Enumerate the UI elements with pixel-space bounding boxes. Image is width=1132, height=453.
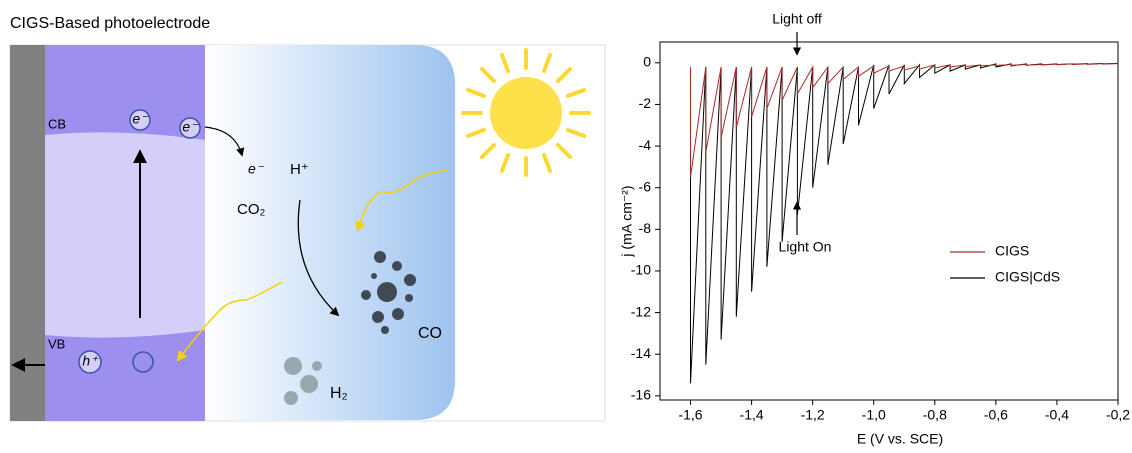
x-tick-label: -0,2 (1106, 407, 1130, 423)
y-tick-label: -2 (639, 95, 652, 111)
h2-label: H₂ (330, 385, 348, 402)
diagram-title: CIGS-Based photoelectrode (10, 15, 210, 32)
vb-label: VB (48, 336, 65, 351)
chart: E (V vs. SCE) j (mA cm⁻²) -1,6 -1,4 -1,2 -1… (619, 11, 1131, 447)
co-label: CO (418, 325, 442, 342)
x-tick-label: -0,4 (1045, 407, 1069, 423)
y-tick-label: -14 (631, 345, 651, 361)
legend-label: CIGS|CdS (995, 269, 1060, 285)
diagram: CIGS-Based photoelectrode CB VB e⁻ e⁻ h⁺… (10, 15, 605, 421)
figure: CIGS-Based photoelectrode CB VB e⁻ e⁻ h⁺… (0, 0, 1132, 453)
y-tick-label: -12 (631, 303, 651, 319)
hole-label: h⁺ (82, 353, 99, 369)
x-tick-label: -1,6 (678, 407, 702, 423)
co2: CO₂ (237, 201, 266, 218)
plot-frame (660, 42, 1118, 400)
y-tick-label: 0 (643, 54, 651, 70)
annotation: Light On (779, 239, 832, 255)
data-line (691, 63, 1119, 383)
y-tick-label: -10 (631, 262, 651, 278)
y-tick-label: -6 (639, 178, 652, 194)
x-tick-label: -1,0 (862, 407, 886, 423)
x-tick-label: -0,8 (923, 407, 947, 423)
x-tick-label: -0,6 (984, 407, 1008, 423)
electron-label: e⁻ (132, 111, 149, 127)
sun (463, 50, 589, 175)
x-tick-label: -1,4 (740, 407, 764, 423)
free-electron: e⁻ (248, 161, 265, 177)
x-axis-title: E (V vs. SCE) (857, 431, 943, 447)
cb-label: CB (48, 116, 66, 131)
y-tick-label: -16 (631, 387, 651, 403)
y-tick-label: -4 (639, 137, 652, 153)
x-tick-label: -1,2 (801, 407, 825, 423)
y-tick-label: -8 (639, 220, 652, 236)
legend-label: CIGS (995, 243, 1029, 259)
electron-label: e⁻ (182, 119, 199, 135)
annotation: Light off (772, 11, 822, 27)
proton: H⁺ (290, 161, 309, 178)
band-gap (45, 132, 205, 337)
y-axis-title: j (mA cm⁻²) (619, 185, 635, 257)
electrolyte (205, 45, 455, 420)
